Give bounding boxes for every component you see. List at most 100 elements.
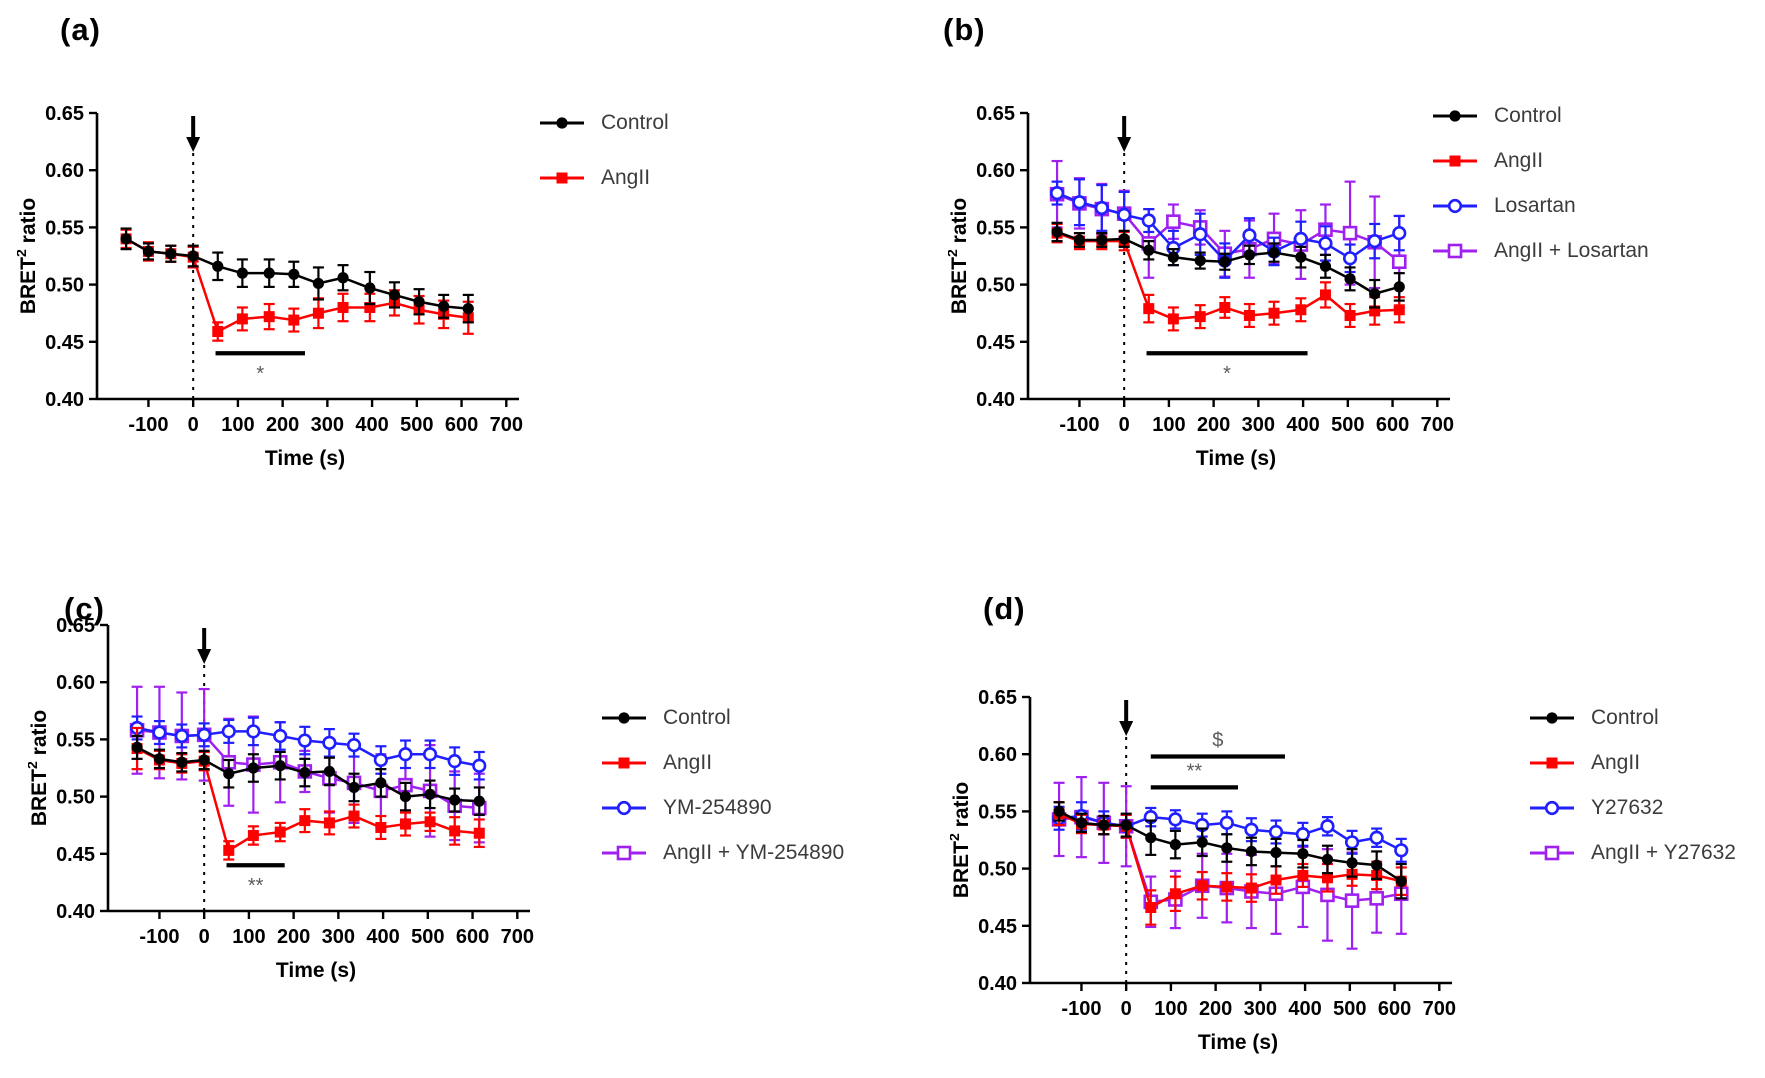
svg-text:400: 400 <box>1286 414 1319 436</box>
svg-text:0.40: 0.40 <box>45 389 84 411</box>
legend-item-angii: AngII <box>538 150 669 205</box>
x-axis-title: Time (s) <box>276 959 356 982</box>
svg-text:300: 300 <box>322 926 355 948</box>
open-circle-swatch-icon <box>1433 198 1477 213</box>
legend-label: AngII + Y27632 <box>1591 840 1736 864</box>
svg-text:500: 500 <box>1333 998 1366 1020</box>
x-axis-title: Time (s) <box>1196 447 1276 470</box>
y-axis-title: BRET2 ratio <box>28 710 51 826</box>
open-square-swatch-icon <box>1433 243 1477 258</box>
significance-label: $ <box>1212 729 1223 751</box>
legend-label: AngII <box>663 750 713 774</box>
svg-text:0.65: 0.65 <box>45 103 84 125</box>
series-control <box>120 227 474 324</box>
filled-circle-swatch-icon <box>540 116 584 129</box>
svg-text:0.55: 0.55 <box>978 801 1017 823</box>
filled-circle-swatch-icon <box>1433 109 1477 122</box>
svg-text:0: 0 <box>1119 414 1130 436</box>
legend-label: AngII + YM-254890 <box>663 840 845 864</box>
svg-text:200: 200 <box>266 414 299 436</box>
filled-square-swatch-icon <box>1433 155 1477 166</box>
svg-text:300: 300 <box>1244 998 1277 1020</box>
y-axis-title: BRET2 ratio <box>948 198 971 314</box>
x-axis-title: Time (s) <box>1198 1031 1278 1054</box>
legend-item-control: Control <box>1431 93 1649 138</box>
panel-b-chart: 0.40 0.45 0.50 0.55 0.60 0.65 -100 0 100 200 300 40… <box>948 103 1454 470</box>
svg-text:200: 200 <box>277 926 310 948</box>
svg-text:0.60: 0.60 <box>56 672 95 694</box>
open-square-swatch-icon <box>1530 845 1574 860</box>
legend-item-control: Control <box>538 95 669 150</box>
svg-text:100: 100 <box>1152 414 1185 436</box>
significance-label: * <box>256 363 264 385</box>
svg-text:0.45: 0.45 <box>45 332 84 354</box>
injection-arrow-head <box>1117 137 1132 152</box>
svg-text:0.55: 0.55 <box>45 217 84 239</box>
svg-text:0.65: 0.65 <box>56 615 95 637</box>
svg-text:0.50: 0.50 <box>976 275 1015 297</box>
svg-text:600: 600 <box>445 414 478 436</box>
svg-text:400: 400 <box>355 414 388 436</box>
svg-text:700: 700 <box>490 414 523 436</box>
svg-text:100: 100 <box>232 926 265 948</box>
panel-c-chart: 0.40 0.45 0.50 0.55 0.60 0.65 -100 0 100 200 300 40… <box>28 615 534 982</box>
svg-text:100: 100 <box>1154 998 1187 1020</box>
svg-text:0: 0 <box>1121 998 1132 1020</box>
svg-text:0.50: 0.50 <box>978 859 1017 881</box>
svg-text:400: 400 <box>1288 998 1321 1020</box>
legend-label: Losartan <box>1494 193 1576 217</box>
series-angii-losartan <box>1049 159 1407 309</box>
panel-d: (d) 0.40 0.45 0.50 0.55 0.60 0.65 -100 0 100 200 3… <box>883 539 1765 1078</box>
legend-item-ym-254890: YM-254890 <box>600 785 844 830</box>
svg-text:0.65: 0.65 <box>976 103 1015 125</box>
legend-item-angii-losartan: AngII + Losartan <box>1431 228 1649 273</box>
panel-a: (a) 0.40 0.45 0.50 0.55 0.60 0.65 -100 0 100 200 3… <box>0 0 882 539</box>
svg-text:600: 600 <box>1376 414 1409 436</box>
legend-label: Control <box>601 110 669 134</box>
legend-item-angii-ym-254890: AngII + YM-254890 <box>600 830 844 875</box>
injection-arrow-head <box>186 137 201 152</box>
svg-text:0.60: 0.60 <box>976 160 1015 182</box>
svg-text:-100: -100 <box>1061 998 1101 1020</box>
injection-arrow-head <box>197 649 212 664</box>
legend-item-y27632: Y27632 <box>1528 785 1736 830</box>
svg-text:700: 700 <box>501 926 534 948</box>
legend-label: AngII + Losartan <box>1494 238 1649 262</box>
legend-item-angii-y27632: AngII + Y27632 <box>1528 830 1736 875</box>
legend-item-control: Control <box>600 695 844 740</box>
legend-item-angii: AngII <box>1431 138 1649 183</box>
filled-square-swatch-icon <box>1530 757 1574 768</box>
legend-label: AngII <box>601 165 651 189</box>
svg-text:500: 500 <box>411 926 444 948</box>
panel-b-label: (b) <box>943 12 986 47</box>
svg-text:300: 300 <box>1242 414 1275 436</box>
svg-text:-100: -100 <box>139 926 179 948</box>
panel-d-label: (d) <box>983 591 1026 626</box>
filled-square-swatch-icon <box>602 757 646 768</box>
series-control <box>1053 801 1407 900</box>
filled-circle-swatch-icon <box>1530 711 1574 724</box>
svg-text:-100: -100 <box>1059 414 1099 436</box>
svg-text:0.45: 0.45 <box>976 332 1015 354</box>
legend-item-losartan: Losartan <box>1431 183 1649 228</box>
legend-label: AngII <box>1591 750 1641 774</box>
svg-text:0: 0 <box>199 926 210 948</box>
legend-item-angii: AngII <box>1528 740 1736 785</box>
svg-text:300: 300 <box>311 414 344 436</box>
panel-a-label: (a) <box>60 12 101 47</box>
legend-label: YM-254890 <box>663 795 772 819</box>
open-square-swatch-icon <box>602 845 646 860</box>
svg-text:0.55: 0.55 <box>56 729 95 751</box>
legend-label: Control <box>1494 103 1562 127</box>
significance-label: ** <box>1187 760 1203 782</box>
x-axis-title: Time (s) <box>265 447 345 470</box>
svg-text:500: 500 <box>1331 414 1364 436</box>
svg-text:0.40: 0.40 <box>976 389 1015 411</box>
svg-text:0.45: 0.45 <box>56 844 95 866</box>
panel-c-label: (c) <box>64 591 105 626</box>
svg-text:100: 100 <box>221 414 254 436</box>
y-axis-title: BRET2 ratio <box>950 782 973 898</box>
svg-text:0.50: 0.50 <box>45 275 84 297</box>
open-circle-swatch-icon <box>602 800 646 815</box>
